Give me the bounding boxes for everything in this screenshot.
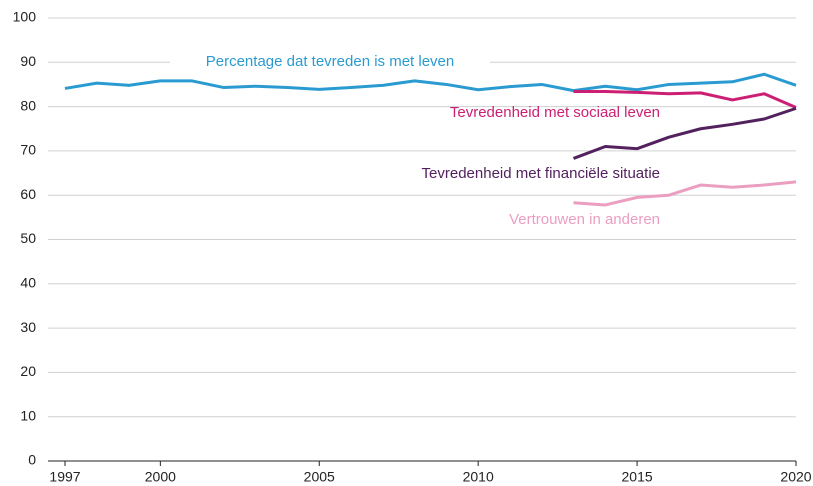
series-label: Tevredenheid met financiële situatie	[422, 165, 660, 182]
x-tick-label: 2020	[780, 469, 811, 485]
series-label: Vertrouwen in anderen	[509, 211, 660, 228]
series-line	[572, 106, 797, 160]
series-label: Percentage dat tevreden is met leven	[206, 53, 454, 70]
series-label: Tevredenheid met sociaal leven	[450, 104, 660, 121]
y-tick-label: 60	[20, 186, 36, 202]
x-tick-label: 2005	[304, 469, 335, 485]
y-tick-label: 80	[20, 97, 36, 113]
label-bg	[170, 52, 490, 72]
x-tick-label: 1997	[49, 469, 80, 485]
series-line	[573, 180, 797, 207]
y-tick-label: 70	[20, 142, 36, 158]
x-tick-label: 2010	[463, 469, 494, 485]
y-tick-label: 20	[20, 363, 36, 379]
y-tick-label: 50	[20, 230, 36, 246]
y-tick-label: 0	[28, 452, 36, 468]
y-tick-label: 30	[20, 319, 36, 335]
y-tick-label: 100	[13, 9, 37, 25]
y-tick-label: 90	[20, 53, 36, 69]
x-tick-label: 2015	[622, 469, 653, 485]
series-line	[64, 72, 797, 93]
series-line	[573, 90, 797, 109]
y-tick-label: 10	[20, 407, 36, 423]
y-tick-label: 40	[20, 275, 36, 291]
x-tick-label: 2000	[145, 469, 176, 485]
